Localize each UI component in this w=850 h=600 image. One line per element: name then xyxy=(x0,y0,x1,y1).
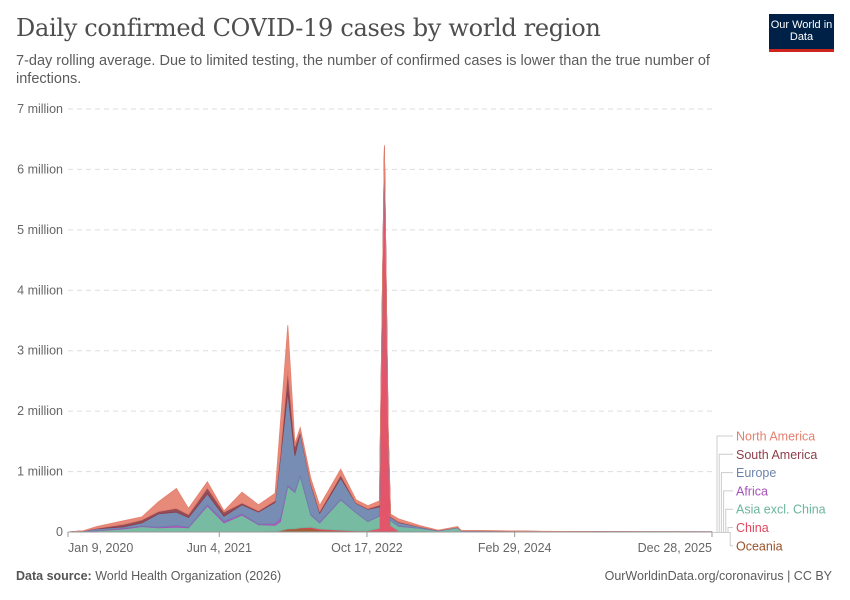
legend-connector xyxy=(712,532,733,547)
legend-connector xyxy=(712,453,733,533)
area-asia-excl-china xyxy=(67,150,713,533)
area-china xyxy=(68,156,712,533)
legend-connector xyxy=(712,472,733,533)
area-europe xyxy=(67,147,713,533)
credit-link[interactable]: OurWorldinData.org/coronavirus | CC BY xyxy=(604,569,832,583)
legend-label[interactable]: South America xyxy=(736,448,817,462)
legend-label[interactable]: Europe xyxy=(736,466,776,480)
y-tick-label: 6 million xyxy=(17,162,63,176)
area-north-america xyxy=(67,145,713,533)
y-tick-label: 7 million xyxy=(17,102,63,116)
chart-title: Daily confirmed COVID-19 cases by world … xyxy=(16,14,601,42)
x-tick-label: Jun 4, 2021 xyxy=(187,541,252,555)
y-tick-label: 0 xyxy=(56,525,63,539)
legend-label[interactable]: Africa xyxy=(736,484,768,498)
y-tick-label: 4 million xyxy=(17,283,63,297)
x-tick-label: Oct 17, 2022 xyxy=(331,541,403,555)
area-africa xyxy=(67,150,713,533)
y-tick-label: 3 million xyxy=(17,344,63,358)
chart-subtitle: 7-day rolling average. Due to limited te… xyxy=(16,53,710,87)
legend-connector xyxy=(712,527,733,533)
area-south-america xyxy=(67,146,713,533)
source-name[interactable]: World Health Organization (2026) xyxy=(95,569,282,583)
y-tick-label: 2 million xyxy=(17,404,63,418)
owid-logo[interactable]: Our World in Data xyxy=(769,14,834,52)
x-tick-label: Jan 9, 2020 xyxy=(68,541,133,555)
y-tick-label: 5 million xyxy=(17,223,63,237)
legend-label[interactable]: North America xyxy=(736,430,815,444)
data-source: Data source: World Health Organization (… xyxy=(16,569,281,583)
source-label: Data source: xyxy=(16,569,92,583)
legend-connector xyxy=(712,508,733,533)
legend-label[interactable]: Oceania xyxy=(736,539,783,553)
legend-label[interactable]: China xyxy=(736,521,769,535)
x-tick-label: Feb 29, 2024 xyxy=(478,541,552,555)
legend-label[interactable]: Asia excl. China xyxy=(736,503,826,517)
x-tick-label: Dec 28, 2025 xyxy=(638,541,712,555)
legend-connector xyxy=(712,490,733,533)
y-tick-label: 1 million xyxy=(17,465,63,479)
legend-connector xyxy=(712,435,733,533)
